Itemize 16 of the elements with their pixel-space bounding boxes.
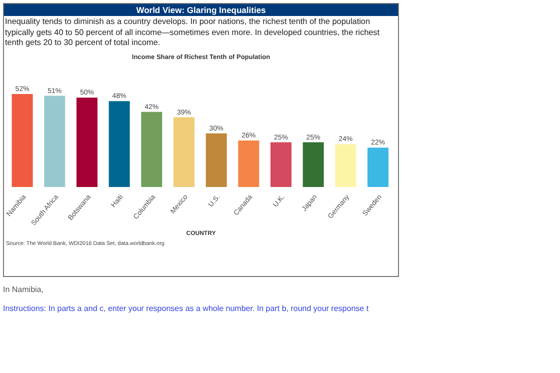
bar	[44, 96, 66, 187]
bar	[302, 142, 324, 187]
bar	[367, 148, 388, 187]
bar	[12, 94, 33, 187]
bar	[76, 98, 98, 187]
bar	[238, 140, 260, 187]
bar	[335, 144, 356, 187]
text: World View: Glaring Inequalities	[4, 4, 398, 16]
bar	[270, 142, 292, 187]
bar	[206, 133, 227, 187]
text: Instructions: In parts a and c, enter your responses as a whole number. In part b, round your response t	[3, 304, 369, 313]
text: In Namibia,	[3, 285, 44, 294]
text: Inequality tends to diminish as a country develops. In poor nations, the richest tenth of the population typically gets 40 to 50 percent of all income—sometimes even more. In developed countries, the richest tenth gets 20 to 30 percent of total income.	[4, 16, 381, 49]
bar	[173, 117, 194, 187]
bar	[141, 112, 162, 187]
bar	[108, 101, 130, 187]
